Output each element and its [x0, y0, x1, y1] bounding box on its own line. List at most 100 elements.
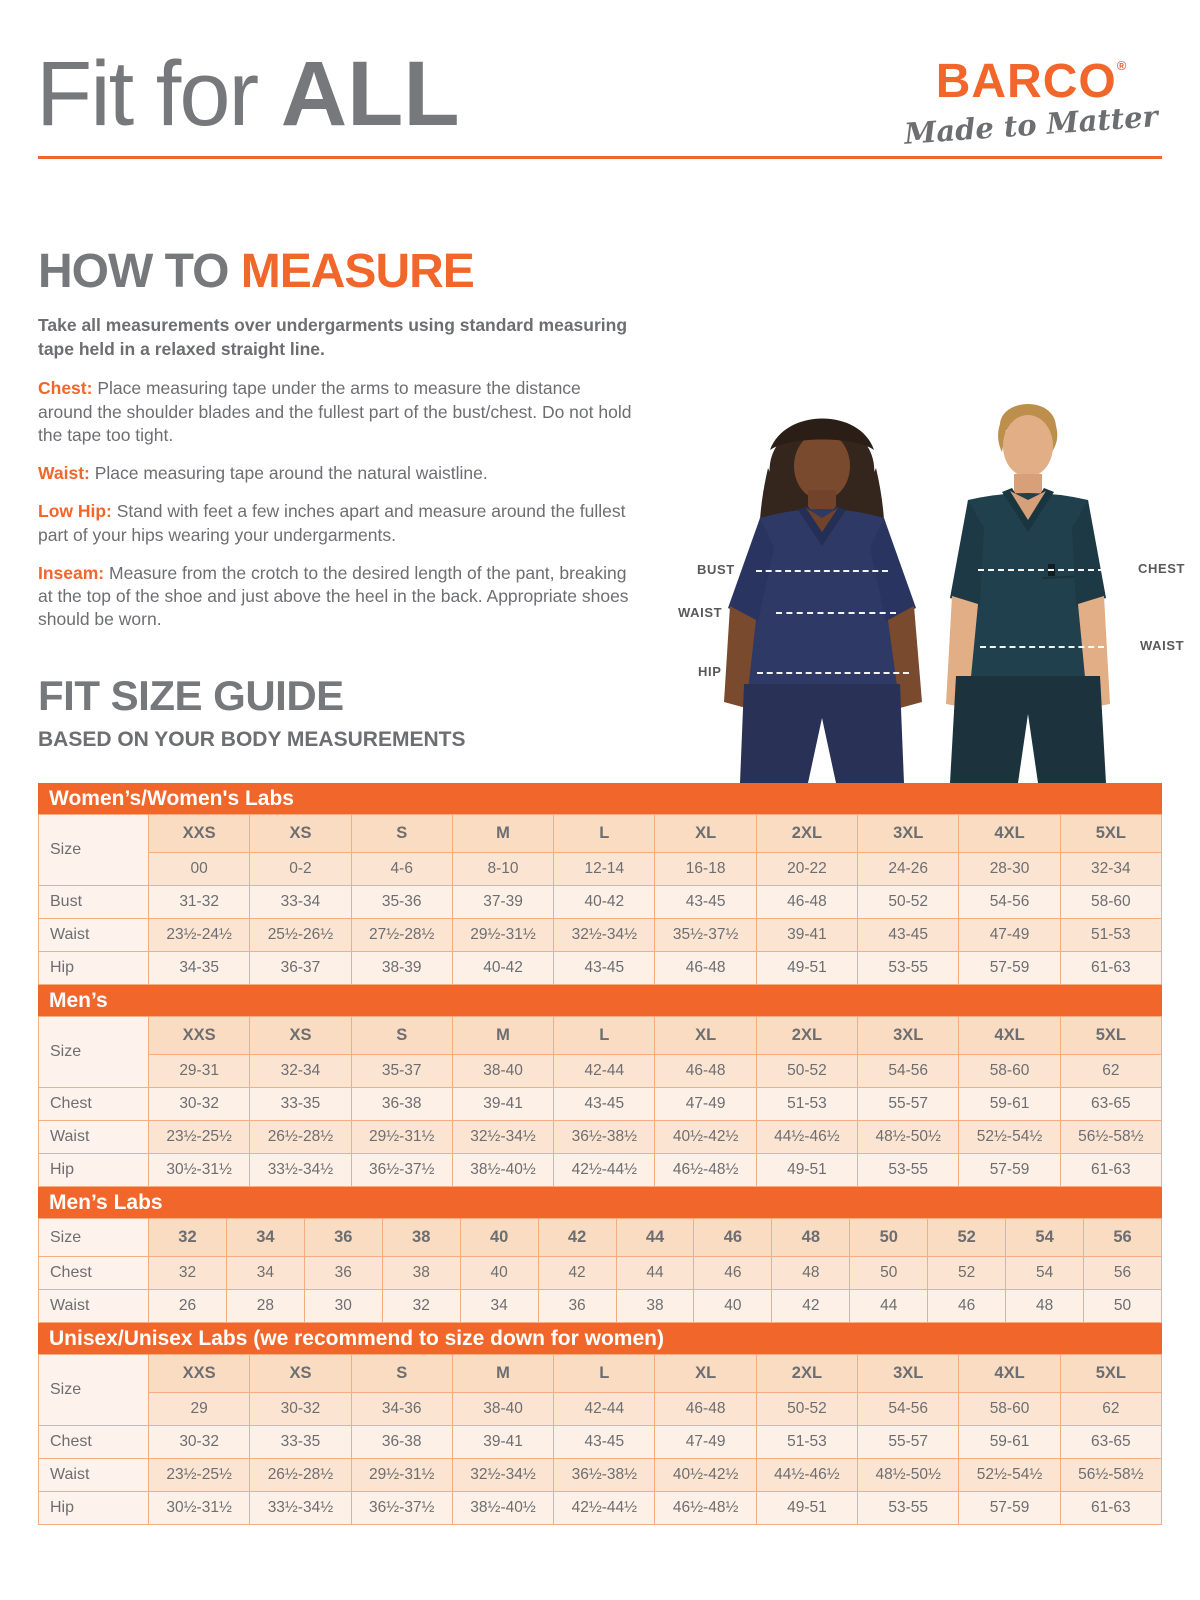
- value-cell: 33½-34½: [249, 1491, 352, 1525]
- size-header-cell: S: [350, 1016, 453, 1055]
- size-header-cell: L: [553, 1354, 656, 1393]
- value-cell: 47-49: [958, 918, 1061, 952]
- size-header-cell: 5XL: [1059, 814, 1163, 853]
- value-cell: 36½-38½: [553, 1458, 656, 1492]
- size-header-cell: XS: [249, 1016, 352, 1055]
- size-header-cell: 38: [381, 1218, 461, 1257]
- value-cell: 35-36: [350, 885, 453, 919]
- value-cell: 00: [147, 852, 251, 886]
- value-cell: 33-34: [249, 885, 352, 919]
- bust-line: [756, 570, 888, 572]
- value-cell: 61-63: [1059, 1153, 1163, 1187]
- value-cell: 32-34: [249, 1054, 352, 1088]
- value-cell: 58-60: [958, 1054, 1061, 1088]
- value-cell: 36-37: [249, 951, 352, 985]
- value-cell: 0-2: [249, 852, 352, 886]
- value-cell: 12-14: [553, 852, 656, 886]
- value-cell: 40-42: [553, 885, 656, 919]
- value-cell: 30-32: [147, 1087, 251, 1121]
- guide-subtitle: BASED ON YOUR BODY MEASUREMENTS: [38, 728, 466, 751]
- value-cell: 46½-48½: [654, 1153, 757, 1187]
- value-cell: 30½-31½: [147, 1491, 251, 1525]
- size-header-cell: XXS: [147, 814, 251, 853]
- size-header-cell: 4XL: [958, 1016, 1061, 1055]
- value-cell: 50-52: [755, 1392, 859, 1426]
- value-cell: 35½-37½: [654, 918, 757, 952]
- value-cell: 25½-26½: [249, 918, 352, 952]
- value-cell: 55-57: [857, 1425, 960, 1459]
- value-cell: 47-49: [654, 1087, 757, 1121]
- size-header-cell: 40: [459, 1218, 539, 1257]
- value-cell: 52½-54½: [958, 1120, 1061, 1154]
- row-label-cell: Waist: [38, 1458, 149, 1492]
- value-cell: 32½-34½: [553, 918, 656, 952]
- row-label-cell: Hip: [38, 1153, 149, 1187]
- row-label-cell: Waist: [38, 918, 149, 952]
- value-cell: 50: [849, 1256, 929, 1290]
- size-table: Size XXS XS S M L XL 2XL 3XL 4XL 5XL 29 30-32 34-36 38…: [38, 1354, 1163, 1525]
- size-table: Size XXS XS S M L XL 2XL 3XL 4XL 5XL 00 0-2 4-6 8-10 12…: [38, 814, 1163, 985]
- value-cell: 49-51: [755, 1153, 859, 1187]
- size-header-cell: 46: [693, 1218, 773, 1257]
- row-label-cell: Bust: [38, 885, 149, 919]
- value-cell: 38: [381, 1256, 461, 1290]
- value-cell: 31-32: [147, 885, 251, 919]
- value-cell: 36-38: [350, 1425, 453, 1459]
- value-cell: 40½-42½: [654, 1458, 757, 1492]
- row-label-cell: Chest: [38, 1256, 149, 1290]
- value-cell: 46-48: [755, 885, 859, 919]
- hip-line: [757, 672, 909, 674]
- value-cell: 40: [693, 1289, 773, 1323]
- size-table: Size 32 34 36 38 40 42 44 46 48 50 52 54 56 Chest 32 34 3…: [38, 1218, 1162, 1323]
- value-cell: 43-45: [553, 1087, 656, 1121]
- value-cell: 48½-50½: [857, 1120, 960, 1154]
- value-cell: 42-44: [553, 1054, 656, 1088]
- value-cell: 34: [459, 1289, 539, 1323]
- registered-mark: ®: [1116, 58, 1127, 73]
- table-row: 29-31 32-34 35-37 38-40 42-44 46-48 50-52 54-56…: [39, 1054, 1163, 1088]
- header-divider: [38, 156, 1162, 159]
- value-cell: 44½-46½: [755, 1120, 859, 1154]
- value-cell: 51-53: [755, 1087, 859, 1121]
- value-cell: 56½-58½: [1059, 1458, 1163, 1492]
- size-header-cell: S: [350, 814, 453, 853]
- value-cell: 29½-31½: [350, 1120, 453, 1154]
- value-cell: 43-45: [553, 951, 656, 985]
- size-header-cell: 44: [615, 1218, 695, 1257]
- table-banner: Unisex/Unisex Labs (we recommend to size…: [38, 1323, 1162, 1354]
- value-cell: 54-56: [857, 1392, 960, 1426]
- value-cell: 43-45: [553, 1425, 656, 1459]
- size-header-cell: S: [350, 1354, 453, 1393]
- value-cell: 56: [1083, 1256, 1162, 1290]
- size-header-cell: 4XL: [958, 1354, 1061, 1393]
- value-cell: 36-38: [350, 1087, 453, 1121]
- table-banner: Men’s Labs: [38, 1187, 1162, 1218]
- chest-label: CHEST: [1138, 561, 1186, 576]
- measure-item: Low Hip: Stand with feet a few inches ap…: [38, 501, 626, 545]
- value-cell: 63-65: [1059, 1425, 1163, 1459]
- value-cell: 38: [615, 1289, 695, 1323]
- table-row: Hip 34-35 36-37 38-39 40-42 43-45 46-48 49-51 53…: [38, 951, 1163, 985]
- table-row: Hip 30½-31½ 33½-34½ 36½-37½ 38½-40½ 42½-44½ 46…: [38, 1491, 1163, 1525]
- table-row: Chest 30-32 33-35 36-38 39-41 43-45 47-49 51-53…: [38, 1087, 1163, 1121]
- value-cell: 49-51: [755, 1491, 859, 1525]
- models-illustration: [724, 404, 1110, 783]
- size-header-cell: 5XL: [1059, 1354, 1163, 1393]
- value-cell: 42-44: [553, 1392, 656, 1426]
- value-cell: 33-35: [249, 1425, 352, 1459]
- value-cell: 32½-34½: [451, 1120, 555, 1154]
- models-photo: [650, 378, 1200, 783]
- size-column-header: Size: [38, 814, 149, 886]
- size-header-cell: 48: [771, 1218, 851, 1257]
- how-to-measure-heading: HOW TO MEASURE: [38, 248, 638, 296]
- size-header-cell: 2XL: [755, 1016, 859, 1055]
- value-cell: 36: [537, 1289, 617, 1323]
- how-to-measure-section: HOW TO MEASURE Take all measurements ove…: [38, 248, 638, 647]
- value-cell: 34-36: [350, 1392, 453, 1426]
- male-waist-line: [980, 646, 1104, 648]
- value-cell: 32: [381, 1289, 461, 1323]
- heading-orange-part: MEASURE: [240, 245, 475, 298]
- value-cell: 62: [1059, 1392, 1163, 1426]
- size-header-cell: 2XL: [755, 1354, 859, 1393]
